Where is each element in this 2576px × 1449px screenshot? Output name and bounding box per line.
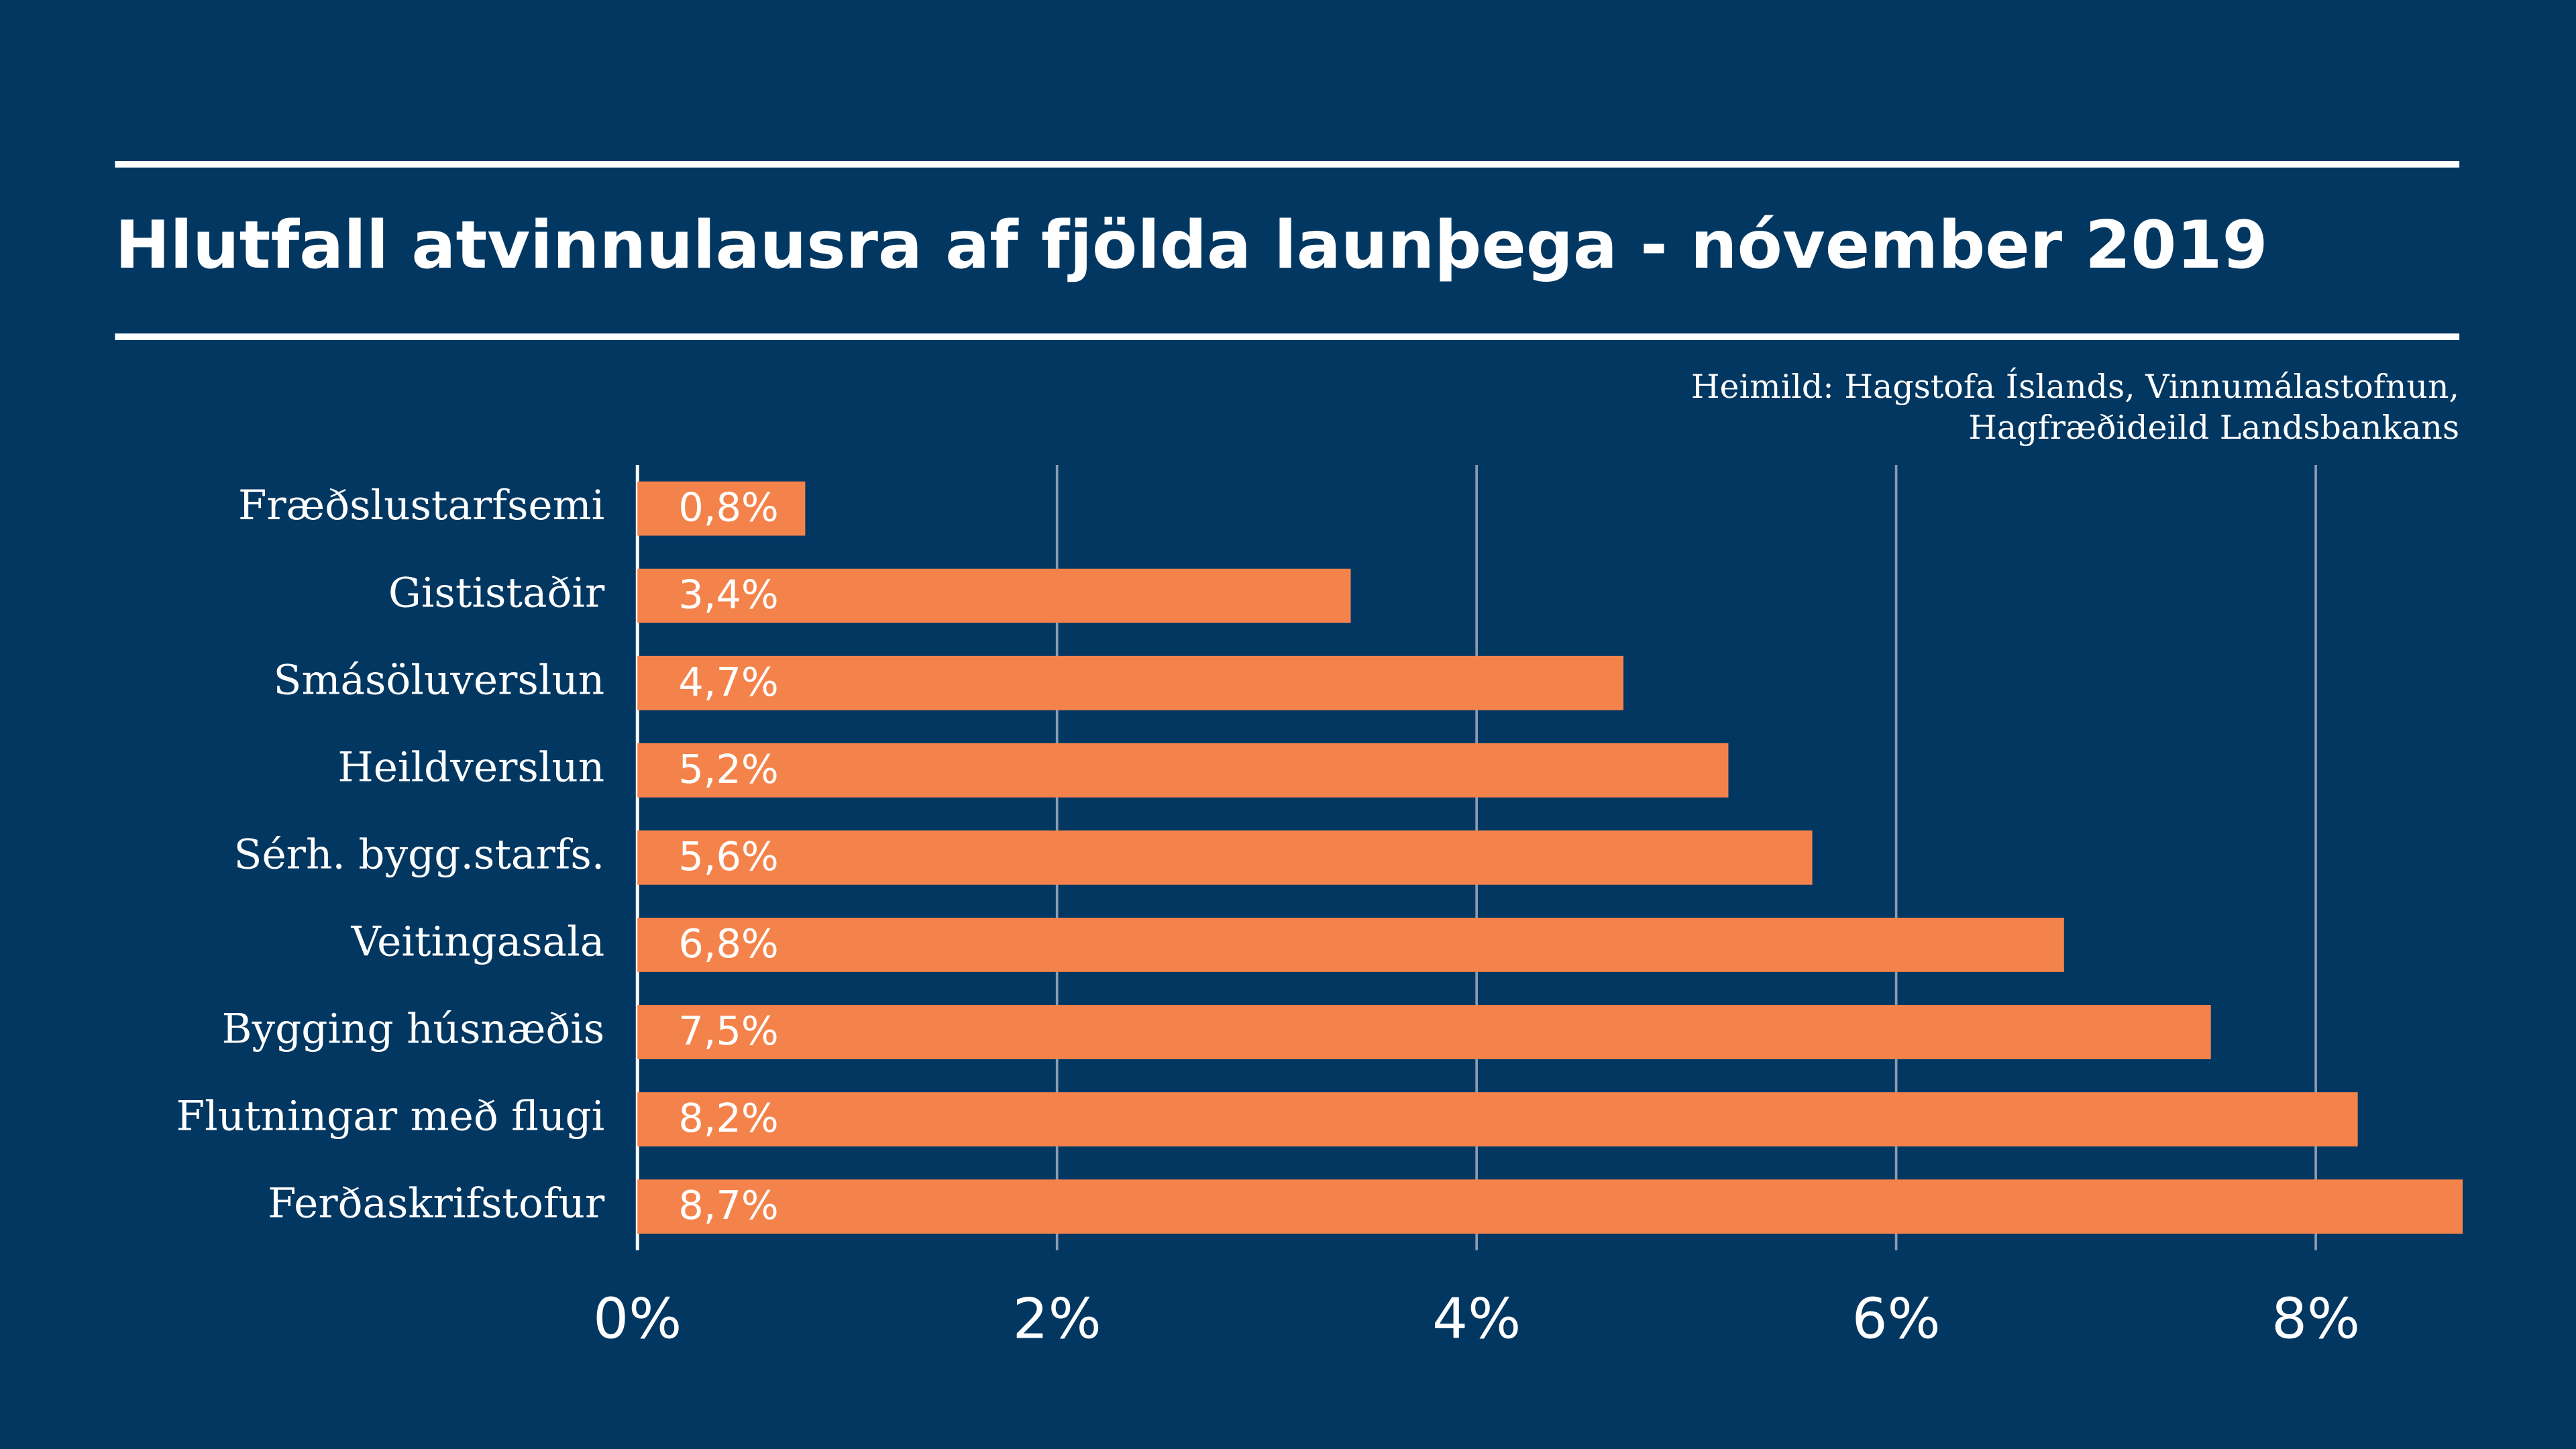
value-label: 8,2% bbox=[678, 1095, 778, 1141]
source-line: Hagfræðideild Landsbankans bbox=[1968, 409, 2459, 447]
bar bbox=[637, 481, 806, 536]
y-tick-label: Heildverslun bbox=[337, 743, 604, 791]
value-label: 7,5% bbox=[678, 1008, 778, 1054]
bar bbox=[637, 1005, 2211, 1059]
y-tick-label: Ferðaskrifstofur bbox=[268, 1180, 605, 1228]
bar bbox=[637, 743, 1729, 798]
y-tick-label: Fræðslustarfsemi bbox=[238, 482, 604, 529]
value-label: 8,7% bbox=[678, 1182, 778, 1228]
bar bbox=[637, 1179, 2463, 1234]
y-tick-label: Veitingasala bbox=[351, 918, 605, 966]
source-line: Heimild: Hagstofa Íslands, Vinnumálastof… bbox=[1691, 368, 2459, 406]
y-tick-label: Smásöluverslun bbox=[274, 656, 605, 704]
value-label: 4,7% bbox=[678, 659, 778, 705]
value-label: 5,2% bbox=[678, 746, 778, 792]
bar bbox=[637, 568, 1351, 623]
bar bbox=[637, 655, 1624, 710]
x-tick-label: 8% bbox=[2271, 1286, 2360, 1351]
y-tick-label: Sérh. bygg.starfs. bbox=[234, 830, 605, 878]
value-label: 6,8% bbox=[678, 920, 778, 967]
x-tick-label: 2% bbox=[1013, 1286, 1102, 1351]
x-tick-label: 6% bbox=[1852, 1286, 1941, 1351]
y-tick-label: Flutningar með flugi bbox=[176, 1093, 605, 1140]
y-tick-label: Bygging húsnæðis bbox=[222, 1006, 605, 1053]
x-tick-label: 4% bbox=[1432, 1286, 1521, 1351]
x-tick-label: 0% bbox=[593, 1286, 682, 1351]
bar bbox=[637, 830, 1813, 885]
value-label: 3,4% bbox=[678, 572, 778, 618]
bar bbox=[637, 918, 2064, 972]
value-label: 0,8% bbox=[678, 484, 778, 531]
bar bbox=[637, 1092, 2358, 1146]
chart-title: Hlutfall atvinnulausra af fjölda launþeg… bbox=[115, 207, 2267, 284]
y-tick-label: Gististaðir bbox=[388, 569, 605, 616]
value-label: 5,6% bbox=[678, 833, 778, 879]
